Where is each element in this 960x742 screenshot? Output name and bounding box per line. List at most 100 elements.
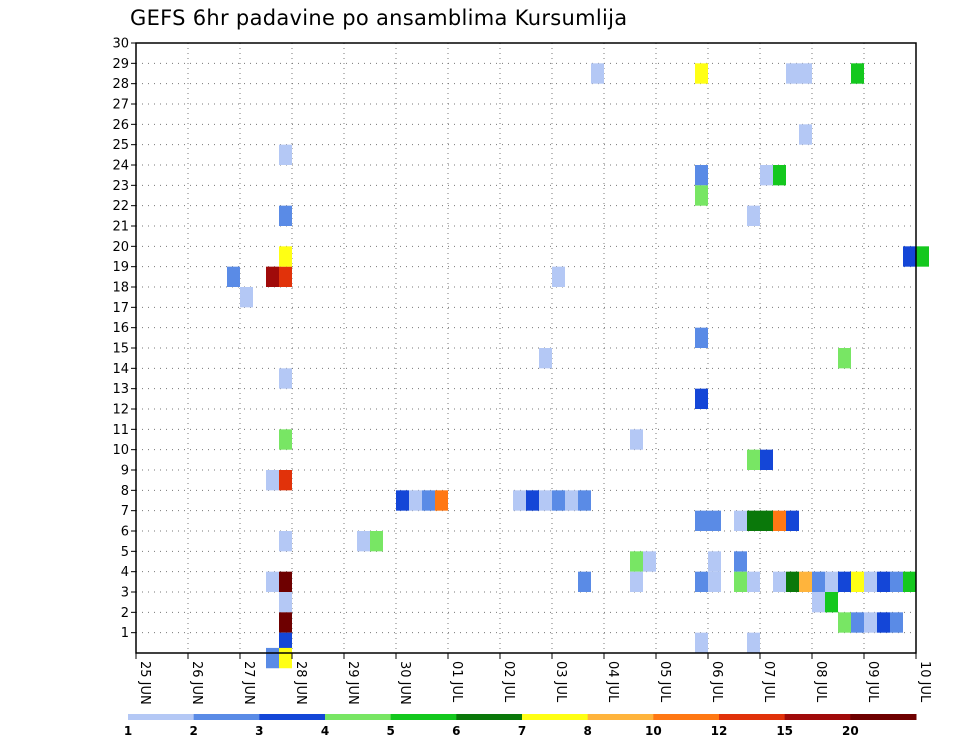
- x-tick-label: 07 JUL: [761, 661, 776, 703]
- y-tick-label: 8: [121, 484, 129, 499]
- chart-title: GEFS 6hr padavine po ansamblima Kursumli…: [130, 6, 628, 30]
- heatmap-cell: [513, 490, 526, 511]
- heatmap-cell: [422, 490, 435, 511]
- heatmap-cell: [578, 571, 591, 592]
- heatmap-cell: [877, 612, 890, 633]
- heatmap-cell: [435, 490, 448, 511]
- colorbar-label: 1: [124, 724, 132, 738]
- heatmap-cell: [643, 551, 656, 572]
- heatmap-cell: [786, 571, 799, 592]
- heatmap-cell: [552, 490, 565, 511]
- y-tick-label: 13: [112, 382, 129, 397]
- heatmap-cell: [903, 571, 916, 592]
- heatmap-cell: [877, 571, 890, 592]
- x-tick-label: 03 JUL: [553, 661, 568, 703]
- y-tick-label: 21: [112, 220, 129, 235]
- heatmap-cell: [279, 246, 292, 267]
- heatmap-cell: [760, 165, 773, 186]
- heatmap-cell: [695, 63, 708, 84]
- heatmap-cell: [695, 632, 708, 653]
- y-tick-label: 28: [112, 77, 129, 92]
- heatmap-cell: [747, 510, 760, 531]
- y-tick-label: 17: [112, 301, 129, 316]
- heatmap-cell: [825, 571, 838, 592]
- colorbar-label: 6: [452, 724, 460, 738]
- heatmap-cell: [734, 510, 747, 531]
- colorbar-swatch: [325, 714, 392, 720]
- heatmap-cell: [630, 551, 643, 572]
- heatmap-cell: [565, 490, 578, 511]
- heatmap-cell: [890, 612, 903, 633]
- heatmap-cell: [526, 490, 539, 511]
- colorbar-swatch: [193, 714, 260, 720]
- heatmap-cell: [279, 144, 292, 165]
- y-tick-label: 27: [112, 98, 129, 113]
- heatmap-cell: [630, 429, 643, 450]
- y-tick-label: 18: [112, 281, 129, 296]
- colorbar-label: 8: [583, 724, 591, 738]
- colorbar-label: 15: [776, 724, 793, 738]
- colorbar-swatch: [587, 714, 654, 720]
- x-tick-label: 06 JUL: [709, 661, 724, 703]
- heatmap-cell: [266, 470, 279, 491]
- y-tick-label: 22: [112, 199, 129, 214]
- y-tick-label: 25: [112, 138, 129, 153]
- colorbar-label: 4: [321, 724, 329, 738]
- colorbar-swatch: [719, 714, 786, 720]
- heatmap-cell: [279, 470, 292, 491]
- y-tick-label: 30: [112, 37, 129, 52]
- heatmap-cell: [279, 205, 292, 226]
- heatmap-cell: [695, 165, 708, 186]
- x-tick-label: 04 JUL: [605, 661, 620, 703]
- heatmap-cell: [786, 63, 799, 84]
- y-tick-label: 24: [112, 159, 129, 174]
- y-tick-label: 26: [112, 118, 129, 133]
- y-tick-label: 7: [121, 504, 129, 519]
- colorbar-swatch: [390, 714, 457, 720]
- heatmap-cell: [747, 205, 760, 226]
- heatmap-cell: [591, 63, 604, 84]
- heatmap-cell: [695, 571, 708, 592]
- heatmap-cell: [552, 266, 565, 287]
- heatmap-cell: [864, 571, 877, 592]
- x-tick-label: 27 JUN: [241, 661, 256, 705]
- heatmap-cell: [903, 246, 916, 267]
- heatmap-cell: [539, 490, 552, 511]
- y-tick-label: 12: [112, 403, 129, 418]
- x-tick-label: 09 JUL: [865, 661, 880, 703]
- heatmap-cell: [734, 571, 747, 592]
- heatmap-cell: [838, 571, 851, 592]
- heatmap-cell: [266, 571, 279, 592]
- heatmap-cell: [812, 571, 825, 592]
- x-tick-label: 10 JUL: [917, 661, 932, 703]
- heatmap-cell: [695, 510, 708, 531]
- heatmap-cell: [851, 571, 864, 592]
- y-tick-label: 19: [112, 260, 129, 275]
- heatmap-cell: [539, 348, 552, 369]
- y-tick-label: 10: [112, 443, 129, 458]
- heatmap-cell: [786, 510, 799, 531]
- colorbar-label: 12: [711, 724, 728, 738]
- heatmap-cell: [708, 571, 721, 592]
- colorbar-swatch: [653, 714, 720, 720]
- heatmap-cell: [799, 124, 812, 145]
- colorbar-label: 20: [842, 724, 859, 738]
- colorbar-swatch: [259, 714, 326, 720]
- heatmap-cell: [799, 571, 812, 592]
- heatmap-cell: [279, 592, 292, 613]
- heatmap-cell: [760, 510, 773, 531]
- colorbar-swatch: [522, 714, 589, 720]
- y-tick-label: 23: [112, 179, 129, 194]
- heatmap-cell: [799, 63, 812, 84]
- x-tick-label: 01 JUL: [449, 661, 464, 703]
- heatmap-cell: [370, 531, 383, 552]
- heatmap-cell: [773, 571, 786, 592]
- heatmap-cell: [279, 612, 292, 633]
- y-tick-label: 5: [121, 545, 129, 560]
- x-tick-label: 25 JUN: [137, 661, 152, 705]
- heatmap-cell: [812, 592, 825, 613]
- heatmap-cell: [695, 388, 708, 409]
- heatmap-cell: [864, 612, 877, 633]
- heatmap-cell: [227, 266, 240, 287]
- colorbar-swatch: [850, 714, 917, 720]
